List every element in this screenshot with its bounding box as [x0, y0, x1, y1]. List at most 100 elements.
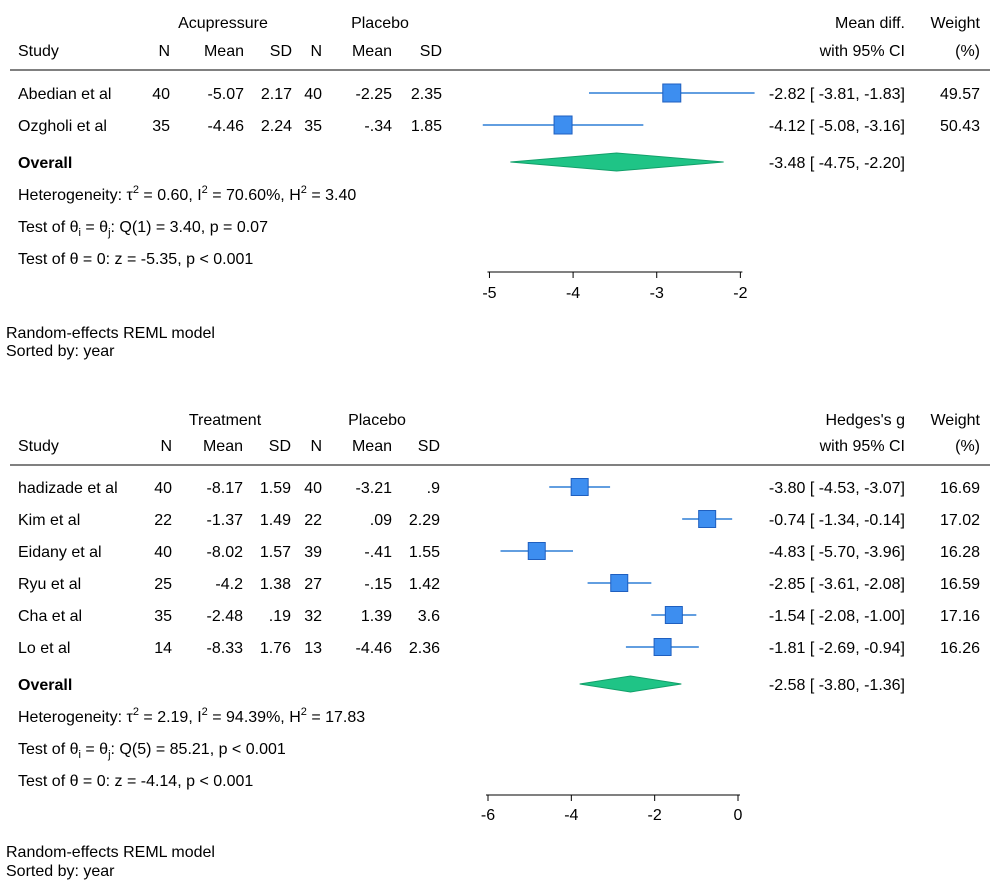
- study-cell: 27: [304, 576, 322, 593]
- study-ci-text: -1.54 [ -2.08, -1.00]: [769, 608, 905, 625]
- study-row: Eidany et al 40 -8.02 1.57 39 -.41 1.55 -4.83 […: [18, 542, 980, 561]
- study-cell: 2.36: [409, 640, 440, 657]
- study-cell: 22: [154, 512, 172, 529]
- study-row: Kim et al 22 -1.37 1.49 22 .09 2.29 -0.74 [ -1.…: [18, 510, 980, 529]
- effect-marker: [664, 606, 683, 624]
- study-cell: 35: [304, 118, 322, 135]
- forest-panel-1: Acupressure Placebo Mean diff. with 95% CI W…: [6, 15, 990, 360]
- study-cell: 32: [304, 608, 322, 625]
- overall-diamond: [579, 675, 682, 693]
- effect-marker: [698, 510, 717, 528]
- study-cell: 2.29: [409, 512, 440, 529]
- study-cell: 40: [152, 86, 170, 103]
- effect-header: Mean diff.: [835, 15, 905, 32]
- stats-text-part: = 0.60, I: [139, 187, 202, 204]
- overall-ci-text: -2.58 [ -3.80, -1.36]: [769, 677, 905, 694]
- study-name: hadizade et al: [18, 480, 118, 497]
- stats-line: Heterogeneity: τ2 = 2.19, I2 = 94.39%, H…: [18, 706, 365, 726]
- study-weight: 16.69: [940, 480, 980, 497]
- study-cell: 2.24: [261, 118, 292, 135]
- stats-text-part: = θ: [81, 219, 108, 236]
- forest-panel-2: Treatment Placebo Hedges's g with 95% CI Wei…: [6, 412, 990, 880]
- stats-text-part: Heterogeneity: τ: [18, 187, 134, 204]
- study-cell: 1.49: [260, 512, 291, 529]
- study-cell: 40: [304, 86, 322, 103]
- overall-diamond: [510, 152, 724, 172]
- axis-tick-label: 0: [734, 807, 743, 824]
- footnote: Random-effects REML model: [6, 844, 215, 861]
- column-header: N: [158, 43, 170, 60]
- effect-header-ci: with 95% CI: [819, 43, 905, 60]
- study-row: Cha et al 35 -2.48 .19 32 1.39 3.6 -1.54 [ -2.0…: [18, 606, 980, 625]
- axis-tick-label: -3: [650, 285, 664, 302]
- study-cell: 2.35: [411, 86, 442, 103]
- x-axis: -5 -4 -3 -2: [482, 271, 748, 302]
- study-name: Ryu et al: [18, 576, 81, 593]
- column-header: SD: [420, 43, 442, 60]
- effect-marker: [570, 478, 589, 496]
- study-name: Lo et al: [18, 640, 70, 657]
- study-cell: -1.37: [207, 512, 244, 529]
- column-header-study: Study: [18, 43, 59, 60]
- study-name: Kim et al: [18, 512, 80, 529]
- study-cell: 25: [154, 576, 172, 593]
- study-weight: 50.43: [940, 118, 980, 135]
- study-weight: 17.02: [940, 512, 980, 529]
- study-weight: 17.16: [940, 608, 980, 625]
- study-cell: 1.38: [260, 576, 291, 593]
- stats-text-part: Test of θ = 0: z = -5.35, p < 0.001: [18, 251, 253, 268]
- study-cell: -.15: [364, 576, 392, 593]
- study-weight: 16.26: [940, 640, 980, 657]
- group-header-treatment: Acupressure: [178, 15, 268, 32]
- stats-text-part: = 2.19, I: [139, 709, 202, 726]
- study-cell: .9: [427, 480, 440, 497]
- overall-ci-text: -3.48 [ -4.75, -2.20]: [769, 155, 905, 172]
- study-name: Eidany et al: [18, 544, 102, 561]
- study-name: Cha et al: [18, 608, 82, 625]
- study-cell: -.41: [364, 544, 392, 561]
- stats-text-part: Test of θ: [18, 219, 79, 236]
- x-axis: -6 -4 -2 0: [481, 794, 743, 824]
- study-weight: 16.28: [940, 544, 980, 561]
- column-header: SD: [270, 43, 292, 60]
- study-cell: 40: [304, 480, 322, 497]
- study-cell: 3.6: [418, 608, 440, 625]
- weight-header: Weight: [930, 412, 980, 429]
- study-ci-text: -4.83 [ -5.70, -3.96]: [769, 544, 905, 561]
- study-weight: 16.59: [940, 576, 980, 593]
- stats-text-part: 2: [301, 706, 307, 718]
- stats-line: Test of θ = 0: z = -4.14, p < 0.001: [18, 773, 253, 790]
- stats-text-part: 2: [133, 706, 139, 718]
- study-cell: 39: [304, 544, 322, 561]
- study-name: Ozgholi et al: [18, 118, 107, 135]
- study-ci-text: -2.85 [ -3.61, -2.08]: [769, 576, 905, 593]
- study-cell: -5.07: [208, 86, 245, 103]
- study-cell: -2.25: [356, 86, 393, 103]
- stats-text-part: = 94.39%, H: [208, 709, 301, 726]
- study-ci-text: -1.81 [ -2.69, -0.94]: [769, 640, 905, 657]
- stats-line: Heterogeneity: τ2 = 0.60, I2 = 70.60%, H…: [18, 184, 356, 204]
- stats-text-part: = 17.83: [307, 709, 365, 726]
- stats-text-part: = 3.40: [307, 187, 356, 204]
- study-cell: 1.76: [260, 640, 291, 657]
- study-ci-text: -0.74 [ -1.34, -0.14]: [769, 512, 905, 529]
- stats-text-part: Test of θ = 0: z = -4.14, p < 0.001: [18, 773, 253, 790]
- study-cell: -8.17: [207, 480, 244, 497]
- study-cell: -4.46: [356, 640, 393, 657]
- study-weight: 49.57: [940, 86, 980, 103]
- weight-header-unit: (%): [955, 43, 980, 60]
- column-header: N: [160, 438, 172, 455]
- axis-tick-label: -2: [733, 285, 747, 302]
- study-cell: 1.55: [409, 544, 440, 561]
- study-cell: 14: [154, 640, 172, 657]
- study-row: Lo et al 14 -8.33 1.76 13 -4.46 2.36 -1.81 [ -2…: [18, 638, 980, 657]
- footnote: Sorted by: year: [6, 343, 115, 360]
- study-row: hadizade et al 40 -8.17 1.59 40 -3.21 .9 -3.80 …: [18, 478, 980, 497]
- effect-marker: [553, 115, 573, 135]
- overall-label: Overall: [18, 155, 72, 172]
- study-cell: 1.59: [260, 480, 291, 497]
- axis-tick-label: -4: [566, 285, 580, 302]
- study-cell: 1.42: [409, 576, 440, 593]
- group-header-control: Placebo: [348, 412, 406, 429]
- column-header: SD: [418, 438, 440, 455]
